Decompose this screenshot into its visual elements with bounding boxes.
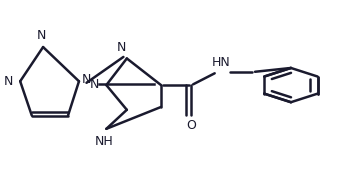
- Text: N: N: [3, 75, 12, 88]
- Text: N: N: [37, 29, 46, 42]
- Text: O: O: [186, 119, 196, 132]
- Text: N: N: [117, 41, 126, 54]
- Text: N: N: [82, 73, 91, 86]
- Text: NH: NH: [95, 135, 114, 147]
- Text: N: N: [90, 78, 99, 91]
- Text: HN: HN: [211, 57, 230, 69]
